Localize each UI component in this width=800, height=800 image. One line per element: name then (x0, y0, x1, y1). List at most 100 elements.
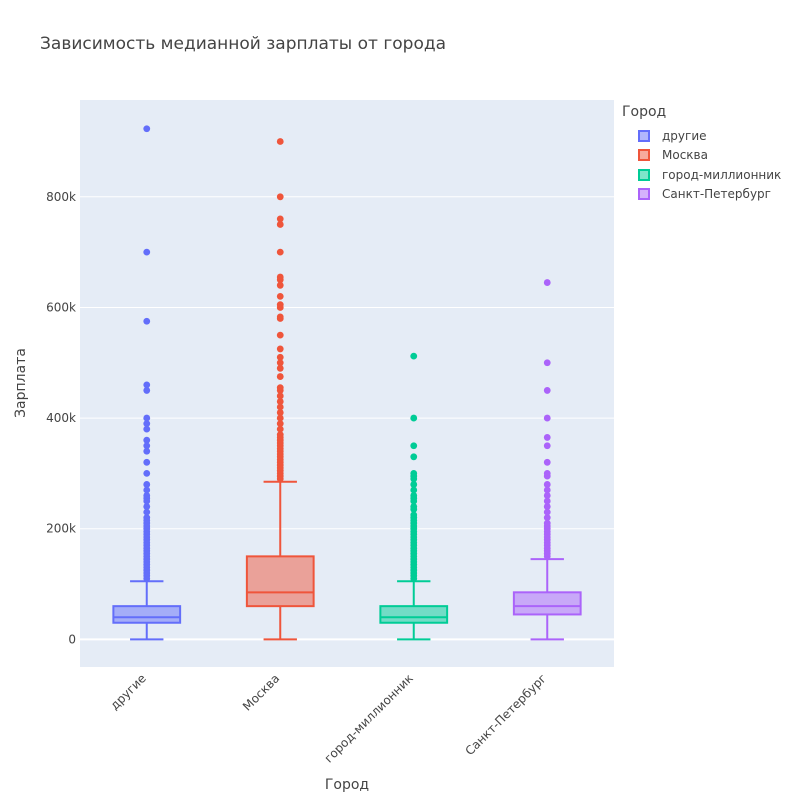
outlier-point[interactable] (543, 492, 551, 499)
outlier-point[interactable] (276, 138, 284, 145)
outlier-point[interactable] (276, 301, 284, 309)
outlier-point[interactable] (276, 313, 284, 321)
x-axis-label: Город (325, 777, 369, 793)
legend-item-4[interactable]: Санкт-Петербург (622, 185, 781, 205)
outlier-point[interactable] (276, 221, 284, 228)
outlier-point[interactable] (276, 403, 284, 411)
outlier-point[interactable] (143, 492, 151, 499)
box-1[interactable] (112, 125, 182, 641)
plot-area (80, 100, 614, 667)
outlier-point[interactable] (543, 519, 551, 527)
box-2[interactable] (245, 138, 315, 641)
y-tick-label: 200k (46, 522, 76, 536)
outlier-point[interactable] (143, 469, 151, 477)
outlier-point[interactable] (276, 364, 284, 372)
legend-swatch (638, 188, 650, 201)
outlier-point[interactable] (276, 373, 284, 380)
outlier-point[interactable] (143, 125, 151, 133)
outlier-point[interactable] (143, 514, 151, 522)
outlier-point[interactable] (276, 331, 284, 339)
outlier-point[interactable] (143, 503, 151, 510)
legend-label: другие (662, 128, 707, 143)
outlier-point[interactable] (143, 458, 151, 466)
outlier-point[interactable] (410, 511, 418, 519)
outlier-point[interactable] (276, 425, 284, 433)
outlier-point[interactable] (143, 387, 151, 394)
outlier-point[interactable] (143, 317, 151, 325)
outlier-point[interactable] (410, 469, 418, 477)
box-iqr[interactable] (512, 591, 582, 616)
outlier-point[interactable] (543, 486, 551, 494)
x-tick-label: Санкт-Петербург (462, 671, 549, 758)
outlier-point[interactable] (543, 497, 551, 505)
box-3[interactable] (379, 352, 449, 641)
outlier-point[interactable] (543, 503, 551, 510)
legend-swatch (638, 149, 650, 162)
x-axis-ticks: другие Москва город-миллионник Санкт-Петерб… (107, 671, 549, 765)
y-tick-label: 600k (46, 300, 76, 314)
outlier-point[interactable] (543, 359, 551, 367)
box-4[interactable] (512, 279, 582, 641)
x-tick-label: другие (107, 671, 148, 712)
y-axis-ticks: 0 200k 400k 600k 800k (46, 190, 76, 647)
legend-label: Москва (662, 148, 708, 163)
outlier-point[interactable] (143, 420, 151, 428)
outlier-point[interactable] (276, 398, 284, 405)
outlier-point[interactable] (543, 458, 551, 466)
legend-item-1[interactable]: другие (622, 126, 781, 146)
outlier-point[interactable] (276, 248, 284, 256)
outlier-point[interactable] (276, 384, 284, 392)
outlier-point[interactable] (276, 353, 284, 361)
outlier-point[interactable] (143, 425, 151, 433)
box-iqr[interactable] (245, 555, 315, 608)
y-axis-label: Зарплата (13, 348, 29, 418)
outlier-point[interactable] (410, 486, 418, 494)
outlier-point[interactable] (276, 431, 284, 439)
outlier-point[interactable] (276, 345, 284, 353)
y-tick-label: 0 (68, 632, 76, 646)
legend-item-3[interactable]: город-миллионник (622, 165, 781, 185)
outlier-point[interactable] (543, 434, 551, 441)
box-iqr[interactable] (112, 605, 182, 624)
outlier-point[interactable] (410, 503, 418, 510)
outlier-point[interactable] (143, 436, 151, 444)
outlier-point[interactable] (143, 481, 151, 488)
outlier-point[interactable] (143, 414, 151, 422)
outlier-point[interactable] (276, 420, 284, 428)
outlier-point[interactable] (143, 508, 151, 516)
outlier-point[interactable] (276, 414, 284, 422)
legend-title: Город (622, 104, 667, 120)
outlier-point[interactable] (543, 469, 551, 477)
outlier-point[interactable] (543, 481, 551, 488)
box-iqr[interactable] (379, 605, 449, 624)
outlier-point[interactable] (276, 281, 284, 289)
outlier-point[interactable] (276, 215, 284, 223)
outlier-point[interactable] (143, 486, 151, 494)
outlier-point[interactable] (143, 442, 151, 450)
outlier-point[interactable] (543, 414, 551, 422)
outlier-point[interactable] (276, 409, 284, 416)
outlier-point[interactable] (543, 514, 551, 522)
outlier-point[interactable] (410, 492, 418, 499)
outlier-point[interactable] (143, 248, 151, 256)
outlier-point[interactable] (410, 442, 418, 450)
outlier-point[interactable] (276, 193, 284, 201)
outlier-point[interactable] (143, 381, 151, 389)
outlier-point[interactable] (276, 359, 284, 367)
outlier-point[interactable] (410, 481, 418, 488)
chart-title: Зависимость медианной зарплаты от города (40, 34, 447, 54)
outlier-point[interactable] (410, 352, 418, 360)
gridlines (80, 196, 614, 641)
outlier-point[interactable] (276, 292, 284, 300)
outlier-point[interactable] (543, 508, 551, 516)
legend-item-2[interactable]: Москва (622, 146, 781, 166)
box-plots[interactable] (112, 125, 582, 641)
outlier-point[interactable] (543, 387, 551, 394)
outlier-point[interactable] (410, 453, 418, 461)
outlier-point[interactable] (543, 442, 551, 450)
outlier-point[interactable] (543, 279, 551, 286)
outlier-point[interactable] (143, 447, 151, 455)
outlier-point[interactable] (276, 392, 284, 400)
outlier-point[interactable] (410, 414, 418, 422)
outlier-point[interactable] (276, 273, 284, 281)
